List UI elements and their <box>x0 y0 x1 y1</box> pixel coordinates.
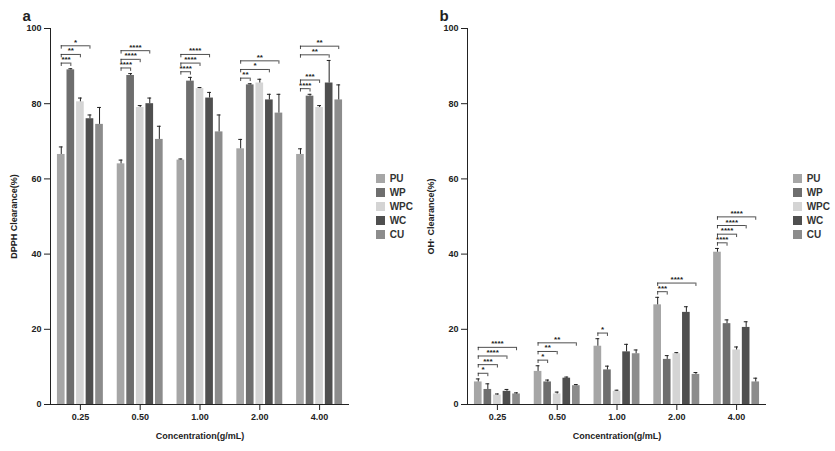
html-text:WC: WC <box>389 215 407 226</box>
svg-text:40: 40 <box>31 249 41 259</box>
svg-text:****: **** <box>189 46 202 55</box>
html-text:WC: WC <box>806 215 824 226</box>
svg-text:****: **** <box>726 218 739 227</box>
svg-text:****: **** <box>124 51 137 60</box>
svg-text:20: 20 <box>31 324 41 334</box>
html-text:CU: CU <box>389 229 405 240</box>
html-text:WPC: WPC <box>389 201 413 212</box>
svg-text:a: a <box>23 7 32 24</box>
svg-text:80: 80 <box>448 99 458 109</box>
svg-text:*: * <box>601 325 605 334</box>
svg-text:****: **** <box>721 226 734 235</box>
html-text:PU: PU <box>389 173 404 184</box>
svg-text:**: ** <box>312 47 319 56</box>
svg-text:100: 100 <box>443 23 458 33</box>
svg-text:***: *** <box>61 55 71 64</box>
svg-text:4.00: 4.00 <box>311 412 329 422</box>
svg-text:*: * <box>541 352 545 361</box>
svg-text:**: ** <box>316 38 323 47</box>
svg-text:****: **** <box>491 339 504 348</box>
svg-text:**: ** <box>257 53 264 62</box>
svg-text:2.00: 2.00 <box>251 412 269 422</box>
svg-text:****: **** <box>486 348 499 357</box>
svg-text:**: ** <box>554 335 561 344</box>
html-text:CU: CU <box>806 229 822 240</box>
svg-text:60: 60 <box>31 174 41 184</box>
svg-text:80: 80 <box>31 99 41 109</box>
svg-text:0.50: 0.50 <box>131 412 149 422</box>
svg-text:***: *** <box>483 357 493 366</box>
svg-text:*: * <box>481 365 485 374</box>
svg-text:0.50: 0.50 <box>548 412 566 422</box>
svg-text:**: ** <box>545 343 552 352</box>
svg-text:DPPH Clearance(%): DPPH Clearance(%) <box>9 174 19 259</box>
svg-text:0: 0 <box>36 399 41 409</box>
svg-text:*: * <box>253 61 257 70</box>
svg-text:***: *** <box>658 284 668 293</box>
html-text:WP: WP <box>389 187 406 198</box>
svg-text:****: **** <box>179 64 192 73</box>
svg-text:****: **** <box>299 81 312 90</box>
svg-text:****: **** <box>716 235 729 244</box>
html-text:WP: WP <box>806 187 823 198</box>
svg-text:*: * <box>74 38 78 47</box>
svg-text:b: b <box>440 7 449 24</box>
svg-text:2.00: 2.00 <box>668 412 686 422</box>
html-text:PU: PU <box>806 173 821 184</box>
svg-text:0: 0 <box>453 399 458 409</box>
svg-text:****: **** <box>671 275 684 284</box>
svg-text:****: **** <box>730 209 743 218</box>
svg-text:***: *** <box>305 72 315 81</box>
svg-text:1.00: 1.00 <box>191 412 209 422</box>
svg-text:****: **** <box>129 43 142 52</box>
svg-text:Concentration(g/mL): Concentration(g/mL) <box>573 431 662 441</box>
svg-text:1.00: 1.00 <box>608 412 626 422</box>
svg-text:OH· Clearance(%): OH· Clearance(%) <box>426 178 436 254</box>
svg-text:40: 40 <box>448 249 458 259</box>
html-text:WPC: WPC <box>806 201 830 212</box>
svg-text:****: **** <box>184 55 197 64</box>
svg-text:60: 60 <box>448 174 458 184</box>
svg-text:**: ** <box>242 70 249 79</box>
svg-text:0.25: 0.25 <box>72 412 90 422</box>
svg-text:**: ** <box>68 46 75 55</box>
svg-text:4.00: 4.00 <box>728 412 746 422</box>
svg-text:100: 100 <box>26 23 41 33</box>
svg-text:0.25: 0.25 <box>489 412 507 422</box>
svg-text:Concentration(g/mL): Concentration(g/mL) <box>156 431 245 441</box>
svg-text:20: 20 <box>448 324 458 334</box>
svg-text:****: **** <box>120 60 133 69</box>
